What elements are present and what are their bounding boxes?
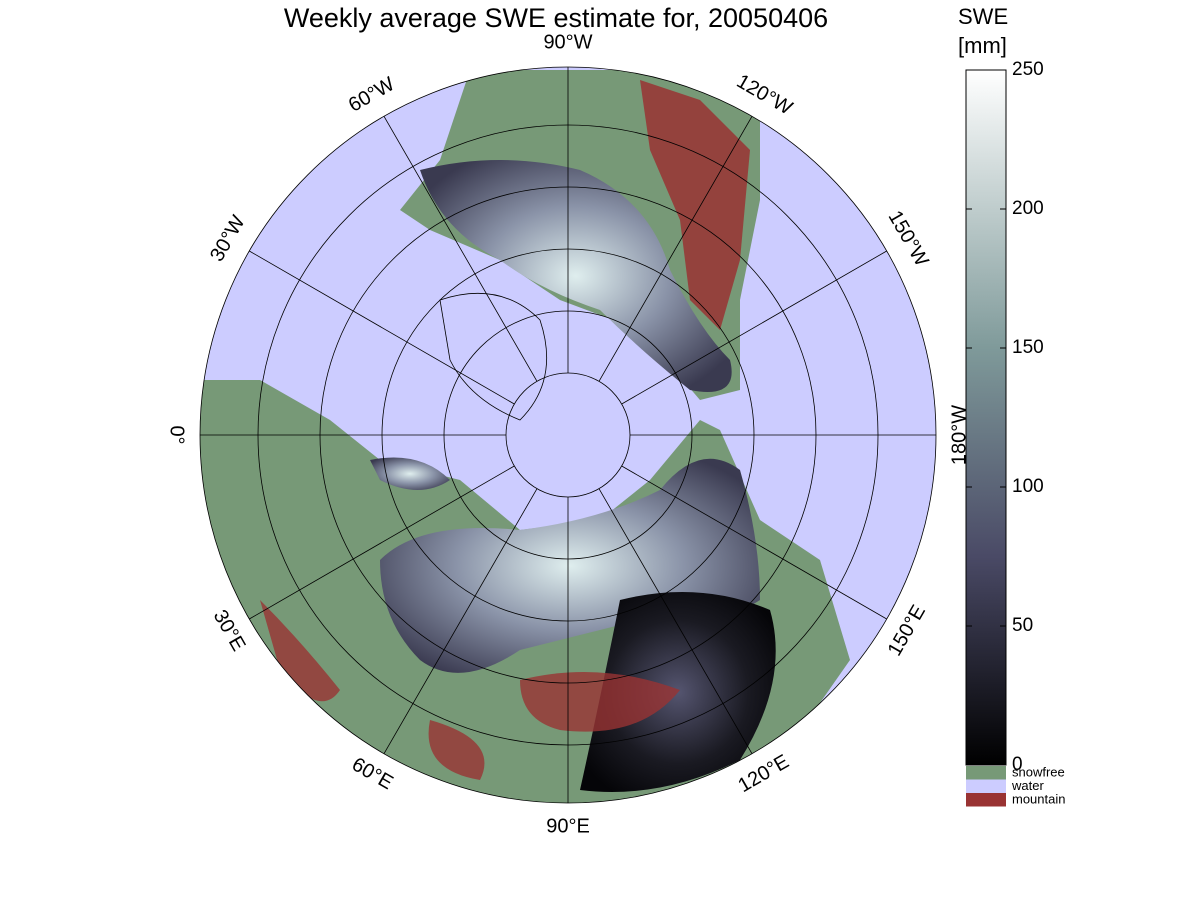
meridian [249,465,515,620]
longitude-label: 30°W [206,212,250,266]
legend-swatch [966,766,1006,780]
colorbar-tick-label: 50 [1012,615,1033,636]
meridian [621,465,887,620]
meridian [621,250,887,405]
land [200,70,850,803]
graticule [200,67,936,803]
mountains-asia [520,672,680,732]
colorbar-tick-label: 0 [1012,754,1023,775]
map-border [199,66,937,804]
colorbar-label: SWE [958,4,1008,29]
legend-label: water [1011,778,1044,793]
longitude-label: 90°E [546,815,590,837]
legend-swatch [966,779,1006,793]
snow-north-america [420,160,732,392]
longitude-label: 60°E [348,753,397,794]
colorbar-scale [965,69,1007,766]
polar-map [199,66,937,804]
meridian [383,488,538,754]
meridian [249,250,515,405]
longitude-label: 30°E [209,606,250,655]
longitude-label: 0° [166,425,188,444]
mountains-rockies [640,80,750,330]
colorbar: SWE [mm] 0 50 100 150 200 250 snowfreewatermou… [958,4,1065,807]
meridian [598,116,753,382]
colorbar-label: [mm] [958,33,1007,58]
legend-label: snowfree [1012,764,1065,779]
longitude-label: 180°W [948,405,970,465]
longitude-label: 60°W [345,73,399,117]
legend-label: mountain [1012,791,1065,806]
colorbar-tick-label: 250 [1012,59,1044,80]
mountains-europe [260,600,485,780]
map-title: Weekly average SWE estimate for, 2005040… [284,3,828,33]
meridian [598,488,753,754]
colorbar-tick-label: 200 [1012,198,1044,219]
snow-scandinavia [370,457,450,490]
meridian [383,116,538,382]
longitude-label: 90°W [543,31,592,53]
legend-swatch [966,793,1006,807]
colorbar-tick-label: 150 [1012,337,1044,358]
greenland [439,292,548,421]
colorbar-tick-label: 100 [1012,476,1044,497]
